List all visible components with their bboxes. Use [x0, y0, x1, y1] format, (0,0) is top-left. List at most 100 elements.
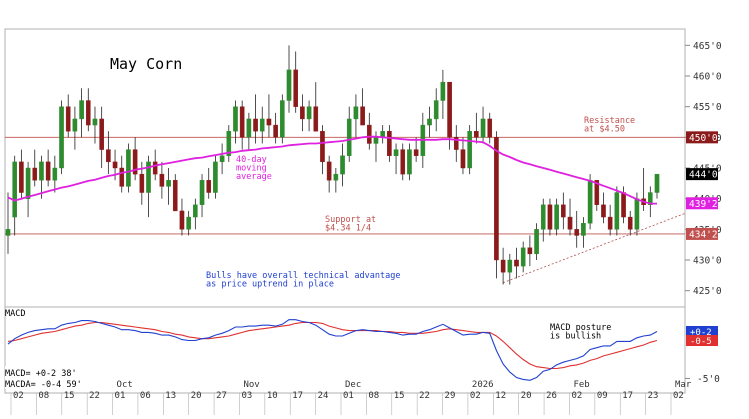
candle-body: [514, 259, 519, 267]
candle: [92, 106, 98, 144]
price-tick-label: 430'0: [693, 256, 722, 267]
macd-panel-label: MACD: [5, 309, 25, 319]
candle-body: [206, 180, 212, 193]
candle: [487, 112, 493, 144]
candle-body: [440, 81, 446, 101]
candle: [119, 155, 125, 193]
x-day-label: 20: [191, 391, 202, 401]
candle-body: [172, 180, 178, 212]
candle-body: [259, 118, 265, 132]
candle-body: [306, 106, 312, 120]
candle-body: [581, 222, 586, 236]
candle-body: [300, 106, 305, 120]
candle-body: [561, 204, 566, 218]
candle: [5, 192, 11, 254]
candle-body: [507, 259, 513, 273]
candle: [346, 106, 352, 162]
annotation-macd: MACD posture: [550, 323, 611, 333]
candle: [594, 180, 600, 211]
candle-body: [52, 167, 58, 181]
candle-body: [152, 161, 158, 175]
annotation-macd: is bullish: [550, 332, 601, 342]
candle: [433, 88, 439, 132]
x-day-label: 09: [597, 391, 608, 401]
x-day-label: 27: [216, 391, 227, 401]
candle: [206, 168, 212, 199]
candle: [79, 88, 84, 138]
candle: [126, 143, 131, 193]
candle-body: [39, 161, 44, 181]
x-day-label: 02: [571, 391, 582, 401]
candle: [239, 100, 245, 150]
macd-tag-label: -0-5: [690, 337, 712, 347]
candle: [460, 137, 466, 175]
candle-body: [12, 161, 17, 218]
candle: [99, 106, 104, 168]
x-day-label: 02: [673, 391, 684, 401]
price-tick-label: 455'0: [693, 102, 722, 113]
candle-body: [467, 130, 472, 169]
candle-body: [126, 149, 131, 187]
candle-body: [139, 173, 145, 193]
candle: [85, 88, 91, 132]
x-day-label: 08: [38, 391, 49, 401]
price-tag-resistance: [686, 131, 718, 144]
candle: [607, 204, 613, 236]
candle: [259, 106, 265, 144]
candle: [627, 210, 633, 236]
candle: [25, 161, 31, 218]
candle: [286, 45, 292, 113]
candle-body: [286, 69, 292, 101]
candle-body: [534, 229, 539, 255]
candle: [233, 100, 238, 144]
candle: [52, 155, 58, 193]
candle: [45, 149, 51, 187]
candle-body: [193, 204, 198, 218]
candle: [601, 192, 606, 224]
candle-body: [219, 155, 225, 163]
candle-body: [273, 124, 278, 138]
x-day-label: 06: [140, 391, 151, 401]
candle: [494, 131, 499, 279]
candle-body: [520, 247, 526, 267]
candle: [193, 198, 198, 230]
candle-body: [494, 137, 499, 261]
candle: [614, 186, 620, 236]
candle-body: [387, 130, 392, 156]
x-day-label: 08: [368, 391, 379, 401]
annotation-resistance: at $4.50: [584, 125, 625, 135]
candle: [12, 155, 17, 236]
candle-body: [547, 204, 553, 230]
macd-tag-macda: [686, 335, 718, 347]
candle: [266, 94, 272, 138]
candle: [574, 210, 580, 248]
candle-body: [32, 167, 38, 181]
candle-body: [226, 130, 232, 156]
candle: [313, 82, 319, 132]
candle: [581, 217, 586, 248]
candle-body: [340, 155, 345, 175]
price-tick-label: 465'0: [693, 41, 722, 52]
candle: [32, 149, 38, 187]
annotation-outlook: as price uptrend in place: [206, 280, 334, 290]
candle-body: [65, 106, 71, 132]
annotation-ma: moving: [236, 164, 267, 174]
candle-body: [213, 161, 218, 193]
x-day-label: 15: [394, 391, 405, 401]
candle: [213, 155, 218, 199]
candle: [440, 69, 446, 119]
candle: [387, 125, 392, 162]
price-tick-label: 425'0: [693, 286, 722, 297]
candle: [280, 94, 285, 144]
candle: [547, 198, 553, 236]
x-month-label: Nov: [243, 380, 259, 390]
candle-body: [233, 106, 238, 132]
candle-body: [648, 192, 653, 206]
candle-body: [487, 118, 493, 138]
candle: [534, 223, 539, 260]
candle-body: [59, 106, 64, 169]
candle: [561, 192, 566, 230]
candle-body: [25, 167, 31, 199]
candle-body: [574, 229, 580, 236]
